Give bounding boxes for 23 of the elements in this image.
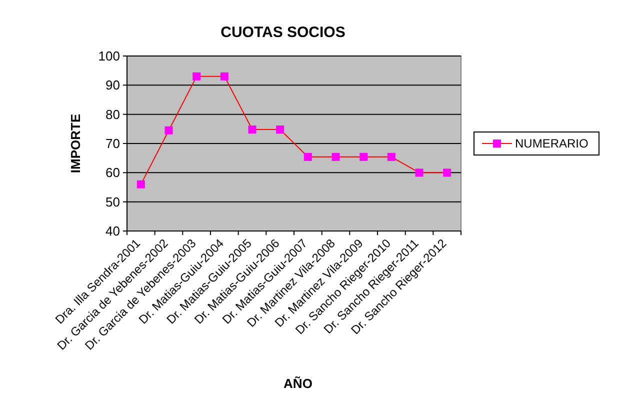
point [136,180,145,188]
y-axis-title: IMPORTE [68,114,83,174]
point [220,72,228,80]
legend-label: NUMERARIO [515,136,588,151]
chart-title: CUOTAS SOCIOS [220,24,346,41]
point [443,168,452,177]
point [276,126,284,134]
y-tick-label: 100 [98,48,120,64]
x-axis-title: AÑO [284,376,312,391]
point [415,168,424,177]
point [332,152,340,161]
point [304,152,312,161]
point [387,152,396,161]
y-tick-label: 90 [106,78,120,93]
y-tick-label: 60 [106,165,120,180]
point [192,72,201,80]
y-tick-label: 50 [106,194,120,210]
point [164,126,173,134]
point [360,152,368,161]
y-tick-label: 80 [106,106,120,122]
y-tick-label: 70 [106,136,120,152]
y-tick-label: 40 [106,224,120,239]
point [248,126,256,134]
